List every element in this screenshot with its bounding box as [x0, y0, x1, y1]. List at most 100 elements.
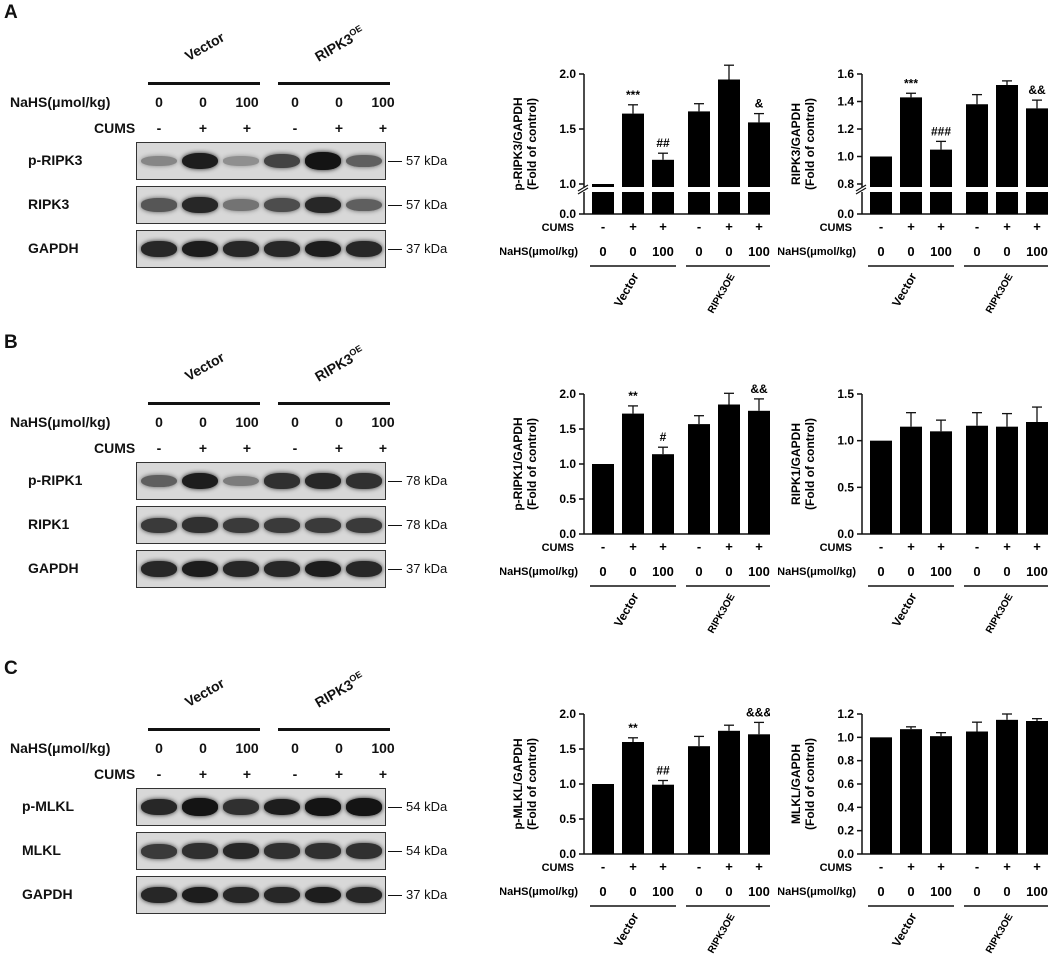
nahs-cell: 0	[1003, 884, 1010, 899]
blot-band	[264, 798, 300, 816]
panel-letter: C	[4, 658, 18, 679]
blot-band	[264, 240, 300, 258]
nahs-value: 0	[155, 414, 163, 430]
nahs-row-label: NaHS(μmol/kg)	[500, 246, 578, 258]
bar	[996, 426, 1018, 534]
nahs-value: 100	[235, 414, 259, 430]
significance-label: ###	[931, 124, 951, 138]
blot-image	[136, 550, 386, 588]
blot-band	[223, 842, 259, 860]
cums-cell: +	[907, 539, 915, 554]
cums-cell: +	[659, 859, 667, 874]
nahs-cell: 0	[599, 244, 606, 259]
nahs-label: NaHS(μmol/kg)	[10, 94, 111, 110]
nahs-cell: 0	[907, 244, 914, 259]
cums-value: -	[156, 120, 162, 136]
nahs-cell: 0	[877, 564, 884, 579]
nahs-cell: 100	[1026, 244, 1048, 259]
axis-break-gap	[578, 187, 770, 192]
cums-cell: +	[907, 219, 915, 234]
nahs-value: 0	[291, 414, 299, 430]
blot-image	[136, 876, 386, 914]
blot-band	[346, 560, 382, 578]
nahs-cell: 0	[629, 244, 636, 259]
y-axis-sublabel: (Fold of control)	[803, 98, 817, 190]
blot-band	[182, 560, 218, 578]
nahs-cell: 0	[907, 564, 914, 579]
blot-band	[141, 155, 177, 167]
blot-band	[182, 196, 218, 214]
bar	[652, 784, 674, 854]
blot-band	[346, 473, 382, 489]
bar	[870, 737, 892, 854]
nahs-cell: 0	[725, 884, 732, 899]
nahs-cell: 100	[748, 244, 770, 259]
bar	[870, 156, 892, 214]
cums-cell: -	[601, 539, 605, 554]
nahs-cell: 100	[748, 884, 770, 899]
blot-label: p-RIPK3	[28, 152, 83, 168]
nahs-value: 0	[199, 414, 207, 430]
cums-value: +	[198, 120, 208, 136]
cums-value: +	[242, 120, 252, 136]
y-axis-title: p-MLKL/GAPDH (Fold of control)	[511, 738, 539, 830]
blot-band	[223, 886, 259, 904]
cums-cell: -	[975, 859, 979, 874]
blot-band	[182, 240, 218, 258]
cums-cell: -	[879, 539, 883, 554]
axis-break-mark	[577, 187, 589, 195]
blot-band	[264, 198, 300, 212]
cums-cell: +	[629, 219, 637, 234]
kda-label: 78 kDa	[388, 517, 447, 532]
cums-cell: +	[725, 219, 733, 234]
bar	[592, 464, 614, 534]
axis-break-gap	[856, 187, 1048, 192]
y-axis-sublabel: (Fold of control)	[525, 98, 539, 190]
group-line-vector	[148, 728, 260, 731]
nahs-value: 100	[371, 740, 395, 756]
cums-cell: +	[629, 859, 637, 874]
significance-label: ***	[904, 76, 918, 90]
blot-image	[136, 832, 386, 870]
bar	[966, 425, 988, 534]
bar	[930, 149, 952, 214]
group-label: RIPK3OE	[706, 272, 738, 316]
nahs-value: 0	[335, 94, 343, 110]
blot-band	[141, 240, 177, 258]
blot-band	[182, 843, 218, 859]
bar	[652, 454, 674, 534]
bar	[996, 85, 1018, 214]
y-tick-label: 1.0	[559, 177, 576, 191]
blot-band	[346, 886, 382, 904]
blot-band	[305, 472, 341, 490]
blot-band	[141, 843, 177, 859]
kda-label: 54 kDa	[388, 799, 447, 814]
y-tick-label: 0.0	[837, 527, 854, 541]
cums-row-label: CUMS	[542, 862, 574, 874]
y-tick-label: 1.0	[559, 457, 576, 471]
cums-value: -	[292, 440, 298, 456]
cums-row-label: CUMS	[542, 222, 574, 234]
blot-band	[264, 153, 300, 169]
cums-label: CUMS	[94, 120, 136, 136]
kda-label: 37 kDa	[388, 561, 447, 576]
cums-cell: +	[659, 219, 667, 234]
cums-cell: +	[907, 859, 915, 874]
bar	[718, 79, 740, 214]
cums-cell: -	[697, 859, 701, 874]
cums-row-label: CUMS	[820, 542, 852, 554]
blot-image	[136, 142, 386, 180]
bar	[622, 113, 644, 214]
blot-band	[305, 152, 341, 170]
axis-break-mark	[855, 184, 867, 192]
bar	[688, 746, 710, 854]
panel-c: C	[0, 640, 1052, 960]
blot-label: RIPK3	[28, 196, 70, 212]
bar	[622, 413, 644, 534]
nahs-value: 0	[335, 740, 343, 756]
cums-cell: +	[725, 859, 733, 874]
blot-band	[223, 156, 259, 166]
y-tick-label: 1.4	[837, 95, 854, 109]
nahs-cell: 0	[1003, 244, 1010, 259]
cums-value: +	[242, 766, 252, 782]
